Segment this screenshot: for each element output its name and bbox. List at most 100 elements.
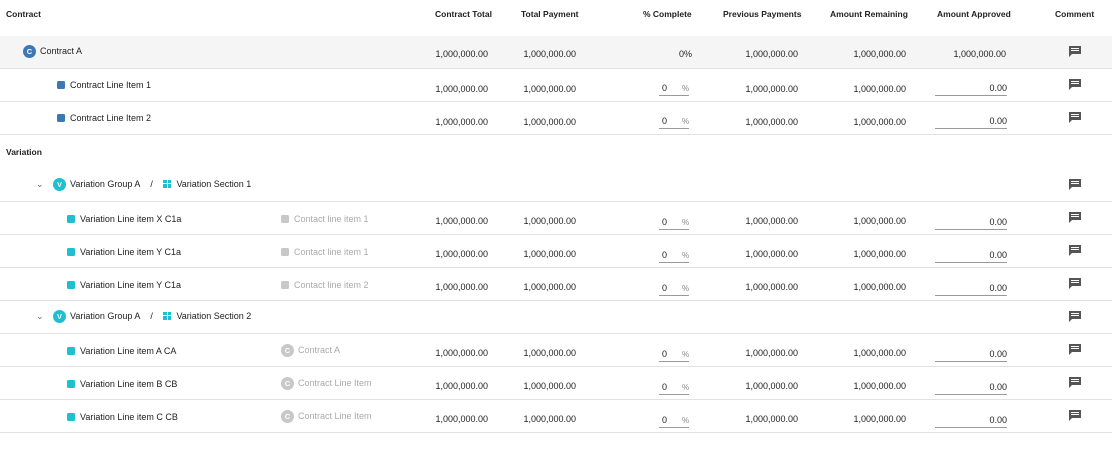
header-pct-complete[interactable]: % Complete <box>643 9 692 19</box>
amount-approved-input[interactable]: 0.00 <box>935 381 1007 395</box>
line-name: Variation Line item Y C1a <box>67 247 181 257</box>
group-breadcrumb: V Variation Group A / Variation Section 2 <box>53 310 251 323</box>
contract-line-row[interactable]: Contract Line Item 1 1,000,000.00 1,000,… <box>0 69 1112 102</box>
contract-total: 1,000,000.00 <box>435 216 488 226</box>
chevron-down-icon[interactable]: ⌄ <box>36 311 44 321</box>
variation-line-row[interactable]: Variation Line item Y C1a Contact line i… <box>0 235 1112 268</box>
ref-label: Contract Line Item <box>298 377 372 388</box>
variation-badge-icon: V <box>53 178 66 191</box>
variation-badge-icon: V <box>53 310 66 323</box>
comment-icon[interactable] <box>1069 79 1081 90</box>
amount-approved-input[interactable]: 0.00 <box>935 282 1007 296</box>
header-contract: Contract <box>6 9 41 19</box>
line-item-icon <box>281 215 289 223</box>
comment-icon[interactable] <box>1069 179 1081 190</box>
breadcrumb-separator: / <box>150 178 153 189</box>
pct-sign: % <box>682 383 690 392</box>
header-amount-approved[interactable]: Amount Approved <box>937 9 1011 19</box>
total-payment: 1,000,000.00 <box>523 84 576 94</box>
comment-icon[interactable] <box>1069 278 1081 289</box>
section-grid-icon <box>163 311 172 320</box>
contract-total: 1,000,000.00 <box>435 282 488 292</box>
previous-payments: 1,000,000.00 <box>745 348 798 358</box>
line-ref: Contact line item 1 <box>281 247 369 257</box>
line-label: Variation Line item C CB <box>80 412 178 422</box>
amount-approved-input[interactable]: 0.00 <box>935 348 1007 362</box>
amount-approved-input[interactable]: 0.00 <box>935 82 1007 96</box>
amount-approved-input[interactable]: 0.00 <box>935 249 1007 263</box>
chevron-down-icon[interactable]: ⌄ <box>36 179 44 189</box>
comment-icon[interactable] <box>1069 212 1081 223</box>
header-contract-total[interactable]: Contract Total <box>435 9 492 19</box>
section-label: Variation Section 1 <box>176 178 252 189</box>
previous-payments: 1,000,000.00 <box>745 216 798 226</box>
comment-icon[interactable] <box>1069 311 1081 322</box>
contract-line-row[interactable]: Contract Line Item 2 1,000,000.00 1,000,… <box>0 102 1112 135</box>
pct-sign: % <box>682 117 690 126</box>
variation-line-row[interactable]: Variation Line item Y C1a Contact line i… <box>0 268 1112 301</box>
line-name: Variation Line item A CA <box>67 346 176 356</box>
contract-name: C Contract A <box>23 45 82 58</box>
variation-line-row[interactable]: Variation Line item C CB C Contract Line … <box>0 400 1112 433</box>
line-label: Variation Line item Y C1a <box>80 247 182 257</box>
contract-label: Contract A <box>40 45 83 56</box>
line-item-icon <box>281 248 289 256</box>
line-ref: C Contract Line Item <box>281 410 372 423</box>
total-payment: 1,000,000.00 <box>523 414 576 424</box>
comment-icon[interactable] <box>1069 245 1081 256</box>
comment-icon[interactable] <box>1069 46 1081 57</box>
amount-remaining: 1,000,000.00 <box>853 249 906 259</box>
amount-approved-input[interactable]: 0.00 <box>935 216 1007 230</box>
pct-sign: % <box>682 251 690 260</box>
variation-line-row[interactable]: Variation Line item B CB C Contract Line … <box>0 367 1112 400</box>
group-breadcrumb: V Variation Group A / Variation Section 1 <box>53 178 251 191</box>
amount-remaining: 1,000,000.00 <box>853 348 906 358</box>
pct-complete-input[interactable]: 0 <box>659 249 689 263</box>
variation-item-icon <box>67 347 75 355</box>
amount-remaining: 1,000,000.00 <box>853 282 906 292</box>
comment-icon[interactable] <box>1069 112 1081 123</box>
line-label: Contract Line Item 2 <box>70 113 152 123</box>
amount-approved-input[interactable]: 0.00 <box>935 115 1007 129</box>
line-name: Variation Line item X C1a <box>67 214 181 224</box>
previous-payments: 1,000,000.00 <box>745 49 798 59</box>
line-ref: C Contract A <box>281 344 340 357</box>
contract-total: 1,000,000.00 <box>435 348 488 358</box>
comment-icon[interactable] <box>1069 377 1081 388</box>
contract-badge-icon: C <box>23 45 36 58</box>
variation-item-icon <box>67 380 75 388</box>
header-previous-payments[interactable]: Previous Payments <box>723 9 802 19</box>
amount-approved-input[interactable]: 0.00 <box>935 414 1007 428</box>
line-label: Variation Line item Y C1a <box>80 280 182 290</box>
variation-item-icon <box>67 248 75 256</box>
pct-complete-input[interactable]: 0 <box>659 82 689 96</box>
pct-complete-input[interactable]: 0 <box>659 115 689 129</box>
pct-complete-input[interactable]: 0 <box>659 381 689 395</box>
variation-title: Variation <box>6 147 42 157</box>
total-payment: 1,000,000.00 <box>523 348 576 358</box>
comment-icon[interactable] <box>1069 410 1081 421</box>
pct-complete-input[interactable]: 0 <box>659 216 689 230</box>
line-name: Variation Line item C CB <box>67 412 178 422</box>
line-name: Contract Line Item 1 <box>57 80 151 90</box>
amount-remaining: 1,000,000.00 <box>853 381 906 391</box>
header-total-payment[interactable]: Total Payment <box>521 9 579 19</box>
line-item-icon <box>57 114 65 122</box>
variation-item-icon <box>67 413 75 421</box>
pct-sign: % <box>682 84 690 93</box>
line-item-icon <box>281 281 289 289</box>
pct-sign: % <box>682 350 690 359</box>
contract-row[interactable]: C Contract A 1,000,000.00 1,000,000.00 0%… <box>0 36 1112 69</box>
header-amount-remaining[interactable]: Amount Remaining <box>830 9 908 19</box>
variation-group-row[interactable]: ⌄ V Variation Group A / Variation Section… <box>0 301 1112 334</box>
ref-label: Contact line item 2 <box>294 280 369 290</box>
section-grid-icon <box>163 179 172 188</box>
variation-group-row[interactable]: ⌄ V Variation Group A / Variation Section… <box>0 169 1112 202</box>
pct-complete-input[interactable]: 0 <box>659 348 689 362</box>
total-payment: 1,000,000.00 <box>523 117 576 127</box>
pct-complete-input[interactable]: 0 <box>659 282 689 296</box>
comment-icon[interactable] <box>1069 344 1081 355</box>
variation-line-row[interactable]: Variation Line item A CA C Contract A 1,0… <box>0 334 1112 367</box>
pct-complete-input[interactable]: 0 <box>659 414 689 428</box>
variation-line-row[interactable]: Variation Line item X C1a Contact line i… <box>0 202 1112 235</box>
